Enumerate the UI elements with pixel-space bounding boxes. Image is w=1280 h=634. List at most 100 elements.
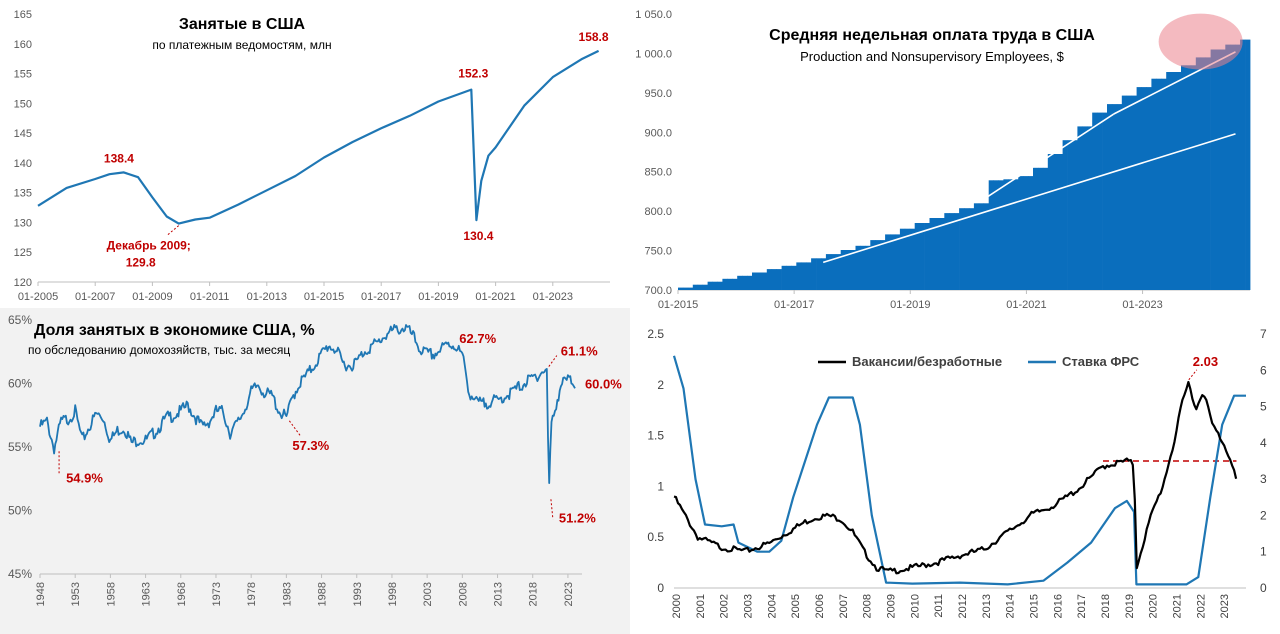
bar (973, 203, 980, 290)
y-tick-label: 50% (8, 504, 32, 518)
bar (1190, 65, 1197, 290)
y-tick-label: 145 (14, 128, 32, 140)
weekly-earnings-panel: 700.0 750.0 800.0 850.0 900.0 950.0 1 000.0 1 0… (630, 0, 1280, 322)
x-tick-label: 2007 (838, 594, 850, 618)
bar (742, 275, 748, 290)
y-left-tick-label: 1 (657, 479, 664, 493)
bar (692, 284, 699, 290)
x-tick-label: 1948 (35, 582, 47, 606)
bar (944, 213, 950, 290)
bar (712, 281, 718, 290)
x-tick-label: 01-2023 (533, 291, 573, 303)
y-tick-label: 155 (14, 69, 32, 81)
x-tick-label: 01-2021 (1006, 299, 1046, 311)
bar (1195, 57, 1202, 291)
y-right-tick-label: 1 (1260, 545, 1267, 559)
trend-line (979, 113, 1114, 203)
y-tick-label: 55% (8, 440, 32, 454)
bar (1067, 140, 1073, 290)
x-tick-label: 2000 (671, 594, 683, 618)
bar (1018, 176, 1024, 290)
x-tick-label: 2013 (981, 594, 993, 618)
annotation-label: 60.0% (585, 377, 622, 392)
bar (1141, 87, 1147, 290)
y-tick-label: 120 (14, 277, 32, 289)
x-tick-label: 1988 (317, 582, 329, 606)
bar (1092, 112, 1098, 290)
chart-title: Средняя недельная оплата труда в США (769, 27, 1095, 44)
bar (771, 269, 777, 290)
y-tick-label: 700.0 (644, 285, 672, 297)
x-tick-label: 2001 (695, 594, 707, 618)
x-tick-label: 2003 (743, 594, 755, 618)
bar (885, 234, 891, 290)
x-tick-label: 01-2021 (475, 291, 515, 303)
y-tick-label: 150 (14, 98, 32, 110)
bar (687, 287, 694, 290)
y-left-tick-label: 0.5 (647, 530, 664, 544)
x-tick-label: 2002 (719, 594, 731, 618)
x-tick-label: 1973 (211, 582, 223, 606)
trend-line (822, 133, 1236, 264)
bar (1166, 72, 1172, 290)
bar (781, 265, 787, 290)
bar (1047, 154, 1054, 290)
annotation-label: Декабрь 2009; (107, 239, 191, 253)
bar (1121, 95, 1128, 290)
bar (801, 262, 807, 290)
bar (845, 250, 851, 290)
y-right-tick-label: 5 (1260, 400, 1267, 414)
bar (1033, 167, 1039, 290)
bar (756, 272, 763, 290)
x-tick-label: 2022 (1195, 594, 1207, 618)
bar (890, 234, 896, 290)
y-tick-label: 1 050.0 (635, 9, 672, 21)
bar (806, 262, 812, 290)
y-tick-label: 1 000.0 (635, 48, 672, 60)
bar (895, 234, 901, 290)
employment-chart: 120 125 130 135 140 145 150 155 160 165 01-2005 01-… (14, 9, 610, 303)
x-tick-label: 2009 (886, 594, 898, 618)
bar (786, 265, 792, 290)
bar (830, 254, 837, 290)
x-tick-label: 01-2017 (774, 299, 814, 311)
bar (1072, 140, 1078, 290)
x-tick-label: 2006 (814, 594, 826, 618)
annotation-label: 62.7% (459, 331, 496, 346)
y-left-tick-label: 2 (657, 378, 664, 392)
x-tick-label: 2008 (862, 594, 874, 618)
x-tick-label: 01-2007 (75, 291, 115, 303)
bar (1151, 78, 1157, 290)
bar (766, 269, 773, 290)
bar (1052, 154, 1059, 290)
bar (796, 262, 802, 290)
bar (1171, 72, 1177, 290)
y-tick-label: 130 (14, 217, 32, 229)
y-right-tick-label: 7 (1260, 327, 1267, 341)
bar (983, 203, 989, 290)
bar (1215, 49, 1221, 290)
bar (1038, 167, 1044, 290)
bar (865, 245, 871, 290)
bar (949, 213, 955, 290)
bar (1107, 104, 1113, 290)
bar (993, 180, 999, 290)
bar (1116, 104, 1123, 290)
bar (747, 275, 753, 290)
x-tick-label: 1968 (176, 582, 188, 606)
y-tick-label: 160 (14, 39, 32, 51)
bar (924, 223, 930, 290)
x-tick-label: 01-2017 (361, 291, 401, 303)
y-tick-label: 135 (14, 188, 32, 200)
annotation-label: 152.3 (458, 67, 488, 81)
x-tick-label: 2005 (790, 594, 802, 618)
highlight-ellipse (1158, 13, 1243, 70)
bar (880, 240, 886, 290)
bar (840, 250, 846, 290)
y-tick-label: 60% (8, 377, 32, 391)
x-tick-label: 2011 (933, 594, 945, 618)
series-line (39, 324, 576, 484)
bar (875, 240, 881, 290)
x-tick-label: 1958 (105, 582, 117, 606)
bar (816, 258, 822, 290)
